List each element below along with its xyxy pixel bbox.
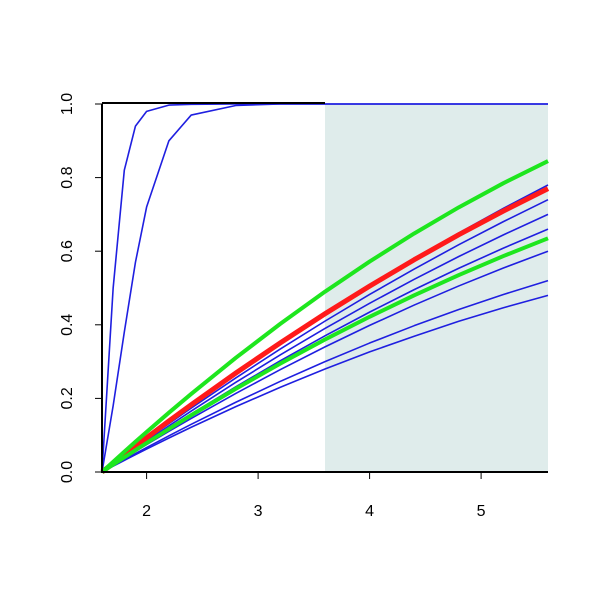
- series-line: [101, 294, 549, 473]
- x-tick-label: 5: [477, 503, 486, 520]
- y-tick-label: 0.6: [59, 240, 76, 262]
- x-tick-label: 4: [365, 503, 374, 520]
- series-line: [100, 236, 549, 474]
- y-tick-label: 0.4: [59, 314, 76, 336]
- y-tick-label: 1.0: [59, 93, 76, 115]
- series-line: [100, 159, 549, 474]
- series-line: [101, 103, 548, 473]
- series-line: [100, 186, 550, 474]
- y-tick-label: 0.0: [59, 461, 76, 483]
- y-tick-label: 0.8: [59, 166, 76, 188]
- x-tick-label: 2: [142, 503, 151, 520]
- highlight-region: [325, 104, 548, 472]
- y-tick-label: 0.2: [59, 387, 76, 409]
- x-tick-label: 3: [254, 503, 263, 520]
